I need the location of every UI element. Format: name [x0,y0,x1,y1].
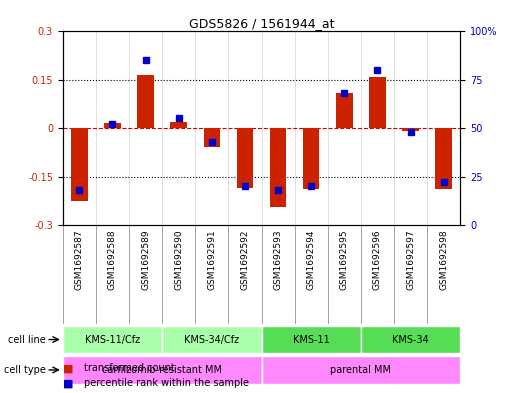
Text: GSM1692589: GSM1692589 [141,230,150,290]
Text: GSM1692587: GSM1692587 [75,230,84,290]
Text: KMS-34/Cfz: KMS-34/Cfz [184,334,240,345]
Text: GSM1692591: GSM1692591 [207,230,217,290]
FancyBboxPatch shape [361,326,460,353]
Bar [303,128,320,189]
Text: GSM1692597: GSM1692597 [406,230,415,290]
Text: cell type: cell type [4,365,46,375]
FancyBboxPatch shape [63,326,162,353]
Bar [402,128,419,131]
Bar [369,77,385,128]
Text: GSM1692592: GSM1692592 [241,230,249,290]
Bar [203,128,220,147]
Bar [137,75,154,128]
Text: carfilzomib-resistant MM: carfilzomib-resistant MM [102,365,222,375]
Text: GSM1692598: GSM1692598 [439,230,448,290]
Text: GSM1692588: GSM1692588 [108,230,117,290]
FancyBboxPatch shape [262,326,361,353]
Text: KMS-34: KMS-34 [392,334,429,345]
Text: ■: ■ [63,378,73,388]
Text: GSM1692595: GSM1692595 [340,230,349,290]
Bar [336,93,353,128]
FancyBboxPatch shape [162,326,262,353]
Title: GDS5826 / 1561944_at: GDS5826 / 1561944_at [189,17,334,30]
Bar [71,128,87,201]
Bar [170,122,187,128]
Text: parental MM: parental MM [331,365,391,375]
Text: GSM1692596: GSM1692596 [373,230,382,290]
Text: cell line: cell line [8,334,46,345]
FancyBboxPatch shape [262,356,460,384]
Text: ■: ■ [63,363,73,373]
FancyBboxPatch shape [63,356,262,384]
Text: GSM1692593: GSM1692593 [274,230,282,290]
Bar [435,128,452,189]
Text: KMS-11: KMS-11 [293,334,329,345]
Text: KMS-11/Cfz: KMS-11/Cfz [85,334,140,345]
Bar [104,123,121,128]
Text: GSM1692590: GSM1692590 [174,230,183,290]
Text: GSM1692594: GSM1692594 [306,230,316,290]
Text: percentile rank within the sample: percentile rank within the sample [84,378,248,388]
Bar [236,128,253,188]
Bar [270,128,287,207]
Text: transformed count: transformed count [84,363,175,373]
